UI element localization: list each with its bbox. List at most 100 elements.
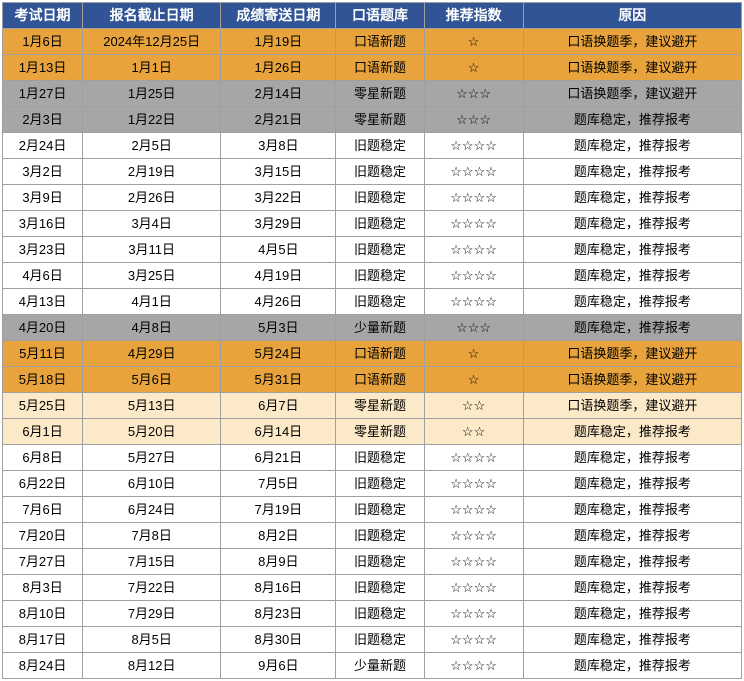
- cell: 3月29日: [221, 211, 336, 237]
- cell: 题库稳定，推荐报考: [523, 445, 741, 471]
- cell: 1月6日: [3, 29, 83, 55]
- cell: 题库稳定，推荐报考: [523, 263, 741, 289]
- cell: ☆☆☆☆: [424, 263, 523, 289]
- cell: 题库稳定，推荐报考: [523, 315, 741, 341]
- cell: 3月25日: [83, 263, 221, 289]
- cell: ☆☆☆: [424, 81, 523, 107]
- cell: ☆☆☆☆: [424, 627, 523, 653]
- table-row: 3月9日2月26日3月22日旧题稳定☆☆☆☆题库稳定，推荐报考: [3, 185, 742, 211]
- cell: 口语换题季，建议避开: [523, 29, 741, 55]
- cell: 1月22日: [83, 107, 221, 133]
- table-row: 4月20日4月8日5月3日少量新题☆☆☆题库稳定，推荐报考: [3, 315, 742, 341]
- cell: 2月19日: [83, 159, 221, 185]
- cell: ☆☆☆☆: [424, 159, 523, 185]
- table-row: 8月10日7月29日8月23日旧题稳定☆☆☆☆题库稳定，推荐报考: [3, 601, 742, 627]
- table-row: 6月8日5月27日6月21日旧题稳定☆☆☆☆题库稳定，推荐报考: [3, 445, 742, 471]
- cell: 旧题稳定: [336, 133, 424, 159]
- cell: 少量新题: [336, 653, 424, 679]
- table-row: 4月13日4月1日4月26日旧题稳定☆☆☆☆题库稳定，推荐报考: [3, 289, 742, 315]
- cell: 5月18日: [3, 367, 83, 393]
- cell: 2月3日: [3, 107, 83, 133]
- cell: 旧题稳定: [336, 263, 424, 289]
- cell: 4月5日: [221, 237, 336, 263]
- cell: 口语换题季，建议避开: [523, 393, 741, 419]
- cell: 8月30日: [221, 627, 336, 653]
- cell: 旧题稳定: [336, 575, 424, 601]
- cell: ☆☆☆☆: [424, 653, 523, 679]
- cell: 零星新题: [336, 419, 424, 445]
- cell: 旧题稳定: [336, 237, 424, 263]
- cell: ☆: [424, 29, 523, 55]
- cell: ☆☆: [424, 393, 523, 419]
- table-row: 8月17日8月5日8月30日旧题稳定☆☆☆☆题库稳定，推荐报考: [3, 627, 742, 653]
- cell: 口语换题季，建议避开: [523, 341, 741, 367]
- cell: ☆☆☆☆: [424, 575, 523, 601]
- cell: 4月19日: [221, 263, 336, 289]
- cell: 8月23日: [221, 601, 336, 627]
- cell: 4月1日: [83, 289, 221, 315]
- cell: 8月16日: [221, 575, 336, 601]
- col-header-2: 成绩寄送日期: [221, 3, 336, 29]
- cell: 题库稳定，推荐报考: [523, 549, 741, 575]
- cell: ☆☆☆☆: [424, 445, 523, 471]
- cell: 零星新题: [336, 107, 424, 133]
- cell: 旧题稳定: [336, 627, 424, 653]
- cell: 5月3日: [221, 315, 336, 341]
- cell: 6月7日: [221, 393, 336, 419]
- exam-schedule-table: 考试日期报名截止日期成绩寄送日期口语题库推荐指数原因 1月6日2024年12月2…: [2, 2, 742, 679]
- cell: ☆☆☆☆: [424, 237, 523, 263]
- cell: ☆☆☆: [424, 107, 523, 133]
- cell: 2024年12月25日: [83, 29, 221, 55]
- cell: 9月6日: [221, 653, 336, 679]
- cell: 7月5日: [221, 471, 336, 497]
- cell: 8月17日: [3, 627, 83, 653]
- cell: 7月29日: [83, 601, 221, 627]
- table-row: 1月13日1月1日1月26日口语新题☆口语换题季，建议避开: [3, 55, 742, 81]
- cell: 题库稳定，推荐报考: [523, 601, 741, 627]
- table-row: 4月6日3月25日4月19日旧题稳定☆☆☆☆题库稳定，推荐报考: [3, 263, 742, 289]
- cell: 4月6日: [3, 263, 83, 289]
- cell: 5月6日: [83, 367, 221, 393]
- cell: ☆☆☆☆: [424, 471, 523, 497]
- cell: 题库稳定，推荐报考: [523, 159, 741, 185]
- cell: 6月14日: [221, 419, 336, 445]
- cell: ☆☆☆☆: [424, 523, 523, 549]
- table-row: 1月27日1月25日2月14日零星新题☆☆☆口语换题季，建议避开: [3, 81, 742, 107]
- cell: 5月31日: [221, 367, 336, 393]
- col-header-3: 口语题库: [336, 3, 424, 29]
- cell: 题库稳定，推荐报考: [523, 289, 741, 315]
- cell: 3月11日: [83, 237, 221, 263]
- cell: 7月19日: [221, 497, 336, 523]
- cell: 4月8日: [83, 315, 221, 341]
- cell: 口语新题: [336, 55, 424, 81]
- table-row: 3月2日2月19日3月15日旧题稳定☆☆☆☆题库稳定，推荐报考: [3, 159, 742, 185]
- table-row: 7月27日7月15日8月9日旧题稳定☆☆☆☆题库稳定，推荐报考: [3, 549, 742, 575]
- cell: 2月5日: [83, 133, 221, 159]
- cell: 7月8日: [83, 523, 221, 549]
- cell: 3月9日: [3, 185, 83, 211]
- table-row: 8月3日7月22日8月16日旧题稳定☆☆☆☆题库稳定，推荐报考: [3, 575, 742, 601]
- cell: 3月16日: [3, 211, 83, 237]
- cell: 5月20日: [83, 419, 221, 445]
- table-header: 考试日期报名截止日期成绩寄送日期口语题库推荐指数原因: [3, 3, 742, 29]
- cell: 题库稳定，推荐报考: [523, 133, 741, 159]
- cell: 旧题稳定: [336, 211, 424, 237]
- table-row: 2月3日1月22日2月21日零星新题☆☆☆题库稳定，推荐报考: [3, 107, 742, 133]
- cell: ☆: [424, 341, 523, 367]
- cell: 口语换题季，建议避开: [523, 81, 741, 107]
- cell: 1月13日: [3, 55, 83, 81]
- table-row: 7月20日7月8日8月2日旧题稳定☆☆☆☆题库稳定，推荐报考: [3, 523, 742, 549]
- cell: 5月25日: [3, 393, 83, 419]
- cell: 6月24日: [83, 497, 221, 523]
- table-row: 6月22日6月10日7月5日旧题稳定☆☆☆☆题库稳定，推荐报考: [3, 471, 742, 497]
- cell: 题库稳定，推荐报考: [523, 211, 741, 237]
- cell: 1月19日: [221, 29, 336, 55]
- cell: 4月20日: [3, 315, 83, 341]
- cell: ☆: [424, 55, 523, 81]
- cell: 8月3日: [3, 575, 83, 601]
- table-body: 1月6日2024年12月25日1月19日口语新题☆口语换题季，建议避开1月13日…: [3, 29, 742, 679]
- cell: 8月5日: [83, 627, 221, 653]
- cell: 4月29日: [83, 341, 221, 367]
- cell: 口语新题: [336, 367, 424, 393]
- cell: 6月10日: [83, 471, 221, 497]
